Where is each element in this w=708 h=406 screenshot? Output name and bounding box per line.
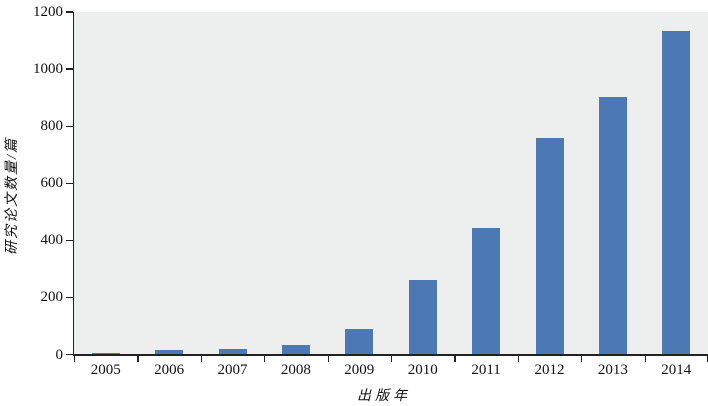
bar-2007 (218, 349, 247, 355)
plot-area: 2005 2006 2007 2008 2009 2010 2011 2012 2013 2014 (74, 12, 708, 378)
x-tick-mark (137, 355, 139, 362)
bar-2014 (662, 31, 691, 355)
x-tick-mark (74, 355, 76, 362)
x-tick-label-2009: 2009 (344, 361, 375, 378)
x-tick-mark (517, 355, 520, 362)
x-tick-label-2008: 2008 (280, 361, 311, 378)
x-tick-label-2011: 2011 (471, 361, 501, 378)
x-tick-mark (706, 355, 708, 362)
x-tick-mark (327, 355, 329, 362)
y-tick-label-0: 0 (55, 346, 64, 363)
x-tick-label-2012: 2012 (534, 361, 565, 378)
x-axis-title: 出版年 (357, 389, 411, 404)
x-tick-label-2007: 2007 (217, 361, 248, 378)
x-axis-line (72, 354, 708, 356)
y-tick-mark (66, 296, 73, 299)
bar-2012 (535, 137, 564, 355)
y-axis-line (72, 12, 75, 356)
x-tick-label-2014: 2014 (661, 361, 692, 378)
bar-2010 (408, 280, 437, 355)
bar-2013 (598, 96, 627, 355)
y-tick-label-600: 600 (40, 175, 64, 192)
x-tick-mark (264, 355, 266, 362)
bar-2006 (155, 350, 184, 355)
y-tick-mark (66, 125, 73, 127)
x-tick-mark (454, 355, 456, 362)
bar-2011 (472, 228, 501, 355)
y-tick-label-200: 200 (40, 289, 64, 306)
x-tick-mark (200, 355, 203, 362)
x-tick-label-2005: 2005 (90, 361, 121, 378)
bar-2009 (345, 328, 374, 355)
bar-2008 (281, 344, 310, 355)
x-tick-mark (581, 355, 583, 362)
y-tick-label-1000: 1000 (33, 61, 63, 78)
x-tick-mark (391, 355, 393, 362)
y-tick-mark (66, 182, 73, 184)
y-tick-label-1200: 1200 (33, 4, 63, 20)
y-tick-mark (66, 239, 73, 241)
x-tick-label-2006: 2006 (154, 361, 185, 378)
y-tick-mark (66, 11, 73, 13)
y-tick-label-800: 800 (40, 118, 64, 135)
x-tick-label-2010: 2010 (407, 361, 438, 378)
x-tick-label-2013: 2013 (597, 361, 628, 378)
y-tick-mark (66, 68, 73, 70)
bar-2005 (91, 352, 120, 355)
y-tick-label-400: 400 (40, 232, 64, 249)
y-tick-mark (66, 353, 73, 356)
x-tick-mark (644, 355, 646, 362)
